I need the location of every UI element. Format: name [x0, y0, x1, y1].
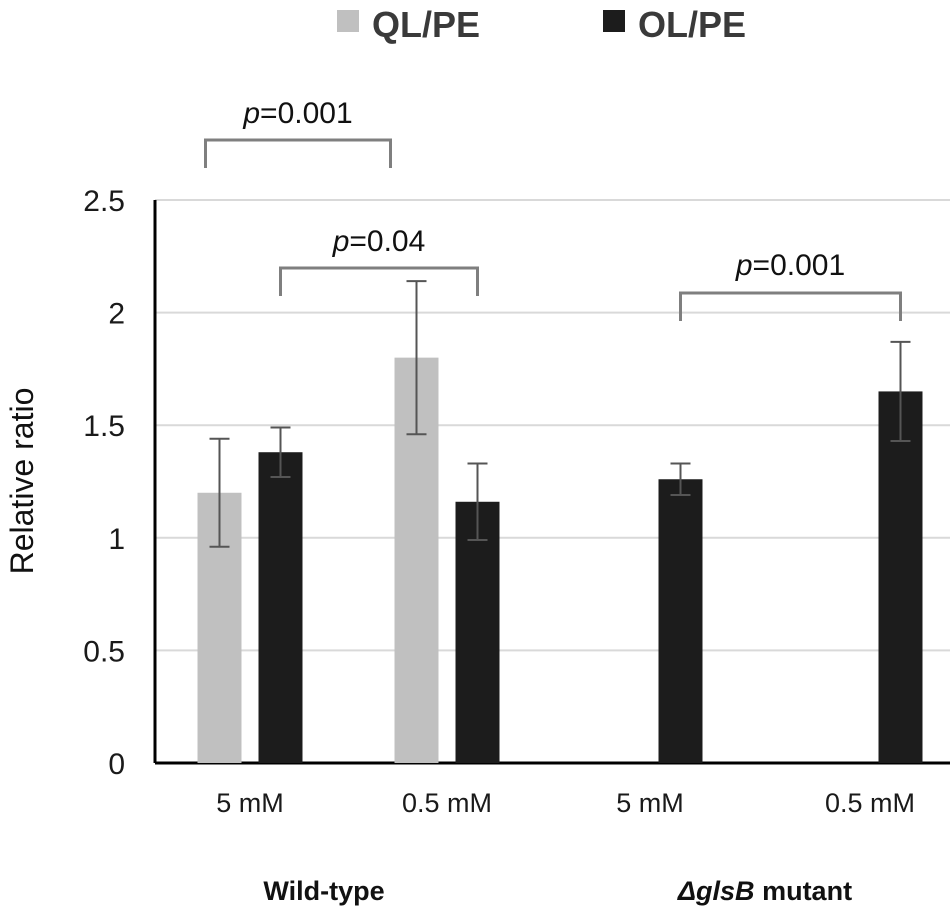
p-value-label: p=0.001 — [242, 97, 352, 130]
y-tick-label: 1.5 — [83, 410, 125, 443]
x-tick-label: 0.5 mM — [825, 788, 915, 818]
bar-ol-pe-2 — [658, 479, 703, 763]
y-tick-label: 1 — [108, 523, 125, 556]
p-value-label: p=0.001 — [735, 249, 845, 282]
bar-ol-pe-0 — [258, 452, 303, 763]
x-tick-label: 5 mM — [616, 788, 684, 818]
legend-label: OL/PE — [638, 4, 746, 45]
legend-swatch-ol-pe — [603, 10, 625, 32]
y-axis-label: Relative ratio — [4, 388, 40, 575]
y-tick-label: 2 — [108, 298, 125, 331]
bar-ol-pe-3 — [878, 391, 923, 763]
legend-swatch-ql-pe — [337, 10, 359, 32]
legend-label: QL/PE — [372, 4, 480, 45]
x-tick-label: 0.5 mM — [402, 788, 492, 818]
y-tick-label: 0 — [108, 748, 125, 781]
significance-bracket — [204, 138, 392, 168]
significance-bracket — [679, 291, 902, 321]
p-value-label: p=0.04 — [332, 225, 426, 258]
bar-ol-pe-1 — [455, 501, 500, 763]
x-tick-label: 5 mM — [216, 788, 284, 818]
group-label-mutant: ΔglsB mutant — [677, 876, 852, 906]
y-tick-label: 2.5 — [83, 185, 125, 218]
group-label-wild-type: Wild-type — [263, 876, 384, 906]
y-tick-label: 0.5 — [83, 635, 125, 668]
significance-bracket — [279, 266, 479, 296]
